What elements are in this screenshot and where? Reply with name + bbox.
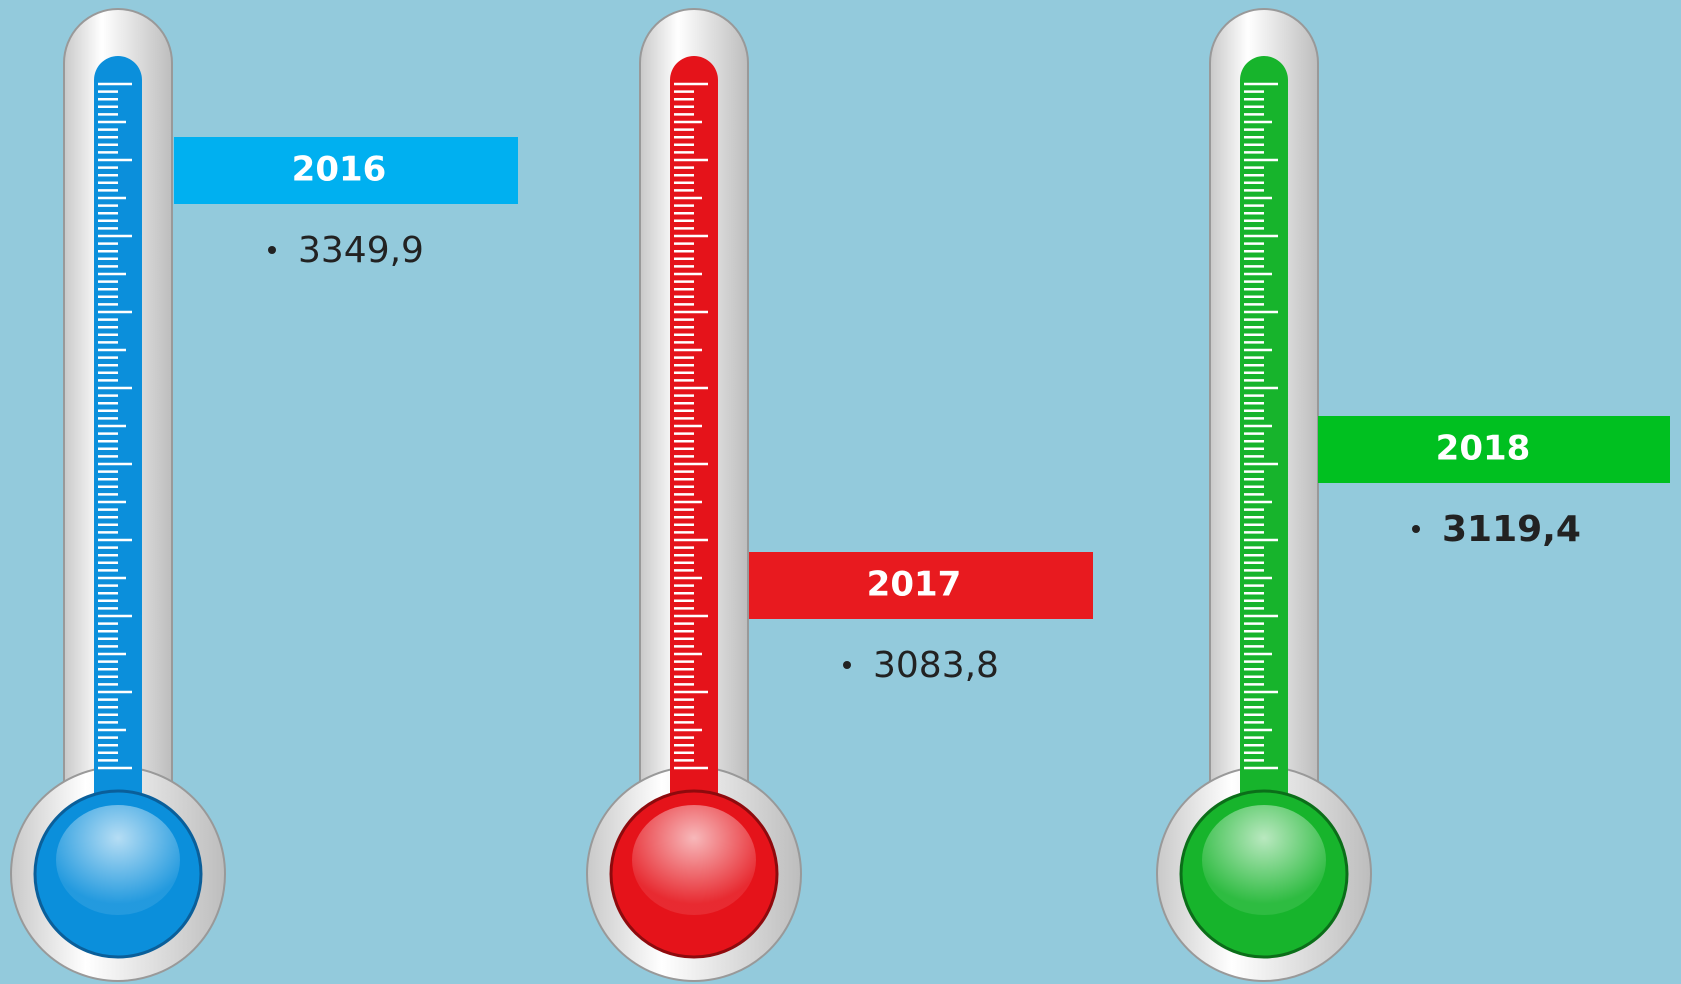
bulb-shine — [56, 805, 180, 915]
value-label: 3083,8 — [873, 645, 999, 686]
bullet — [268, 246, 276, 254]
thermometer: 2017 3083,8 — [587, 9, 1093, 981]
bulb-shine — [632, 805, 756, 915]
year-label: 2017 — [867, 565, 962, 605]
year-label: 2018 — [1436, 429, 1531, 469]
bulb-shine — [1202, 805, 1326, 915]
value-label: 3349,9 — [298, 230, 424, 271]
bullet — [1412, 525, 1420, 533]
year-label: 2016 — [292, 150, 387, 190]
bullet — [843, 661, 851, 669]
slide: 20163349,920173083,820183119,4 (() => { … — [0, 0, 1681, 984]
thermometer: 2018 3119,4 — [1157, 9, 1670, 981]
thermometer: 2016 3349,9 — [11, 9, 518, 981]
value-label: 3119,4 — [1442, 509, 1581, 550]
thermometer-slide: 2016 3349,9 2017 3083,8 2018 3119,4 — [0, 0, 1681, 984]
